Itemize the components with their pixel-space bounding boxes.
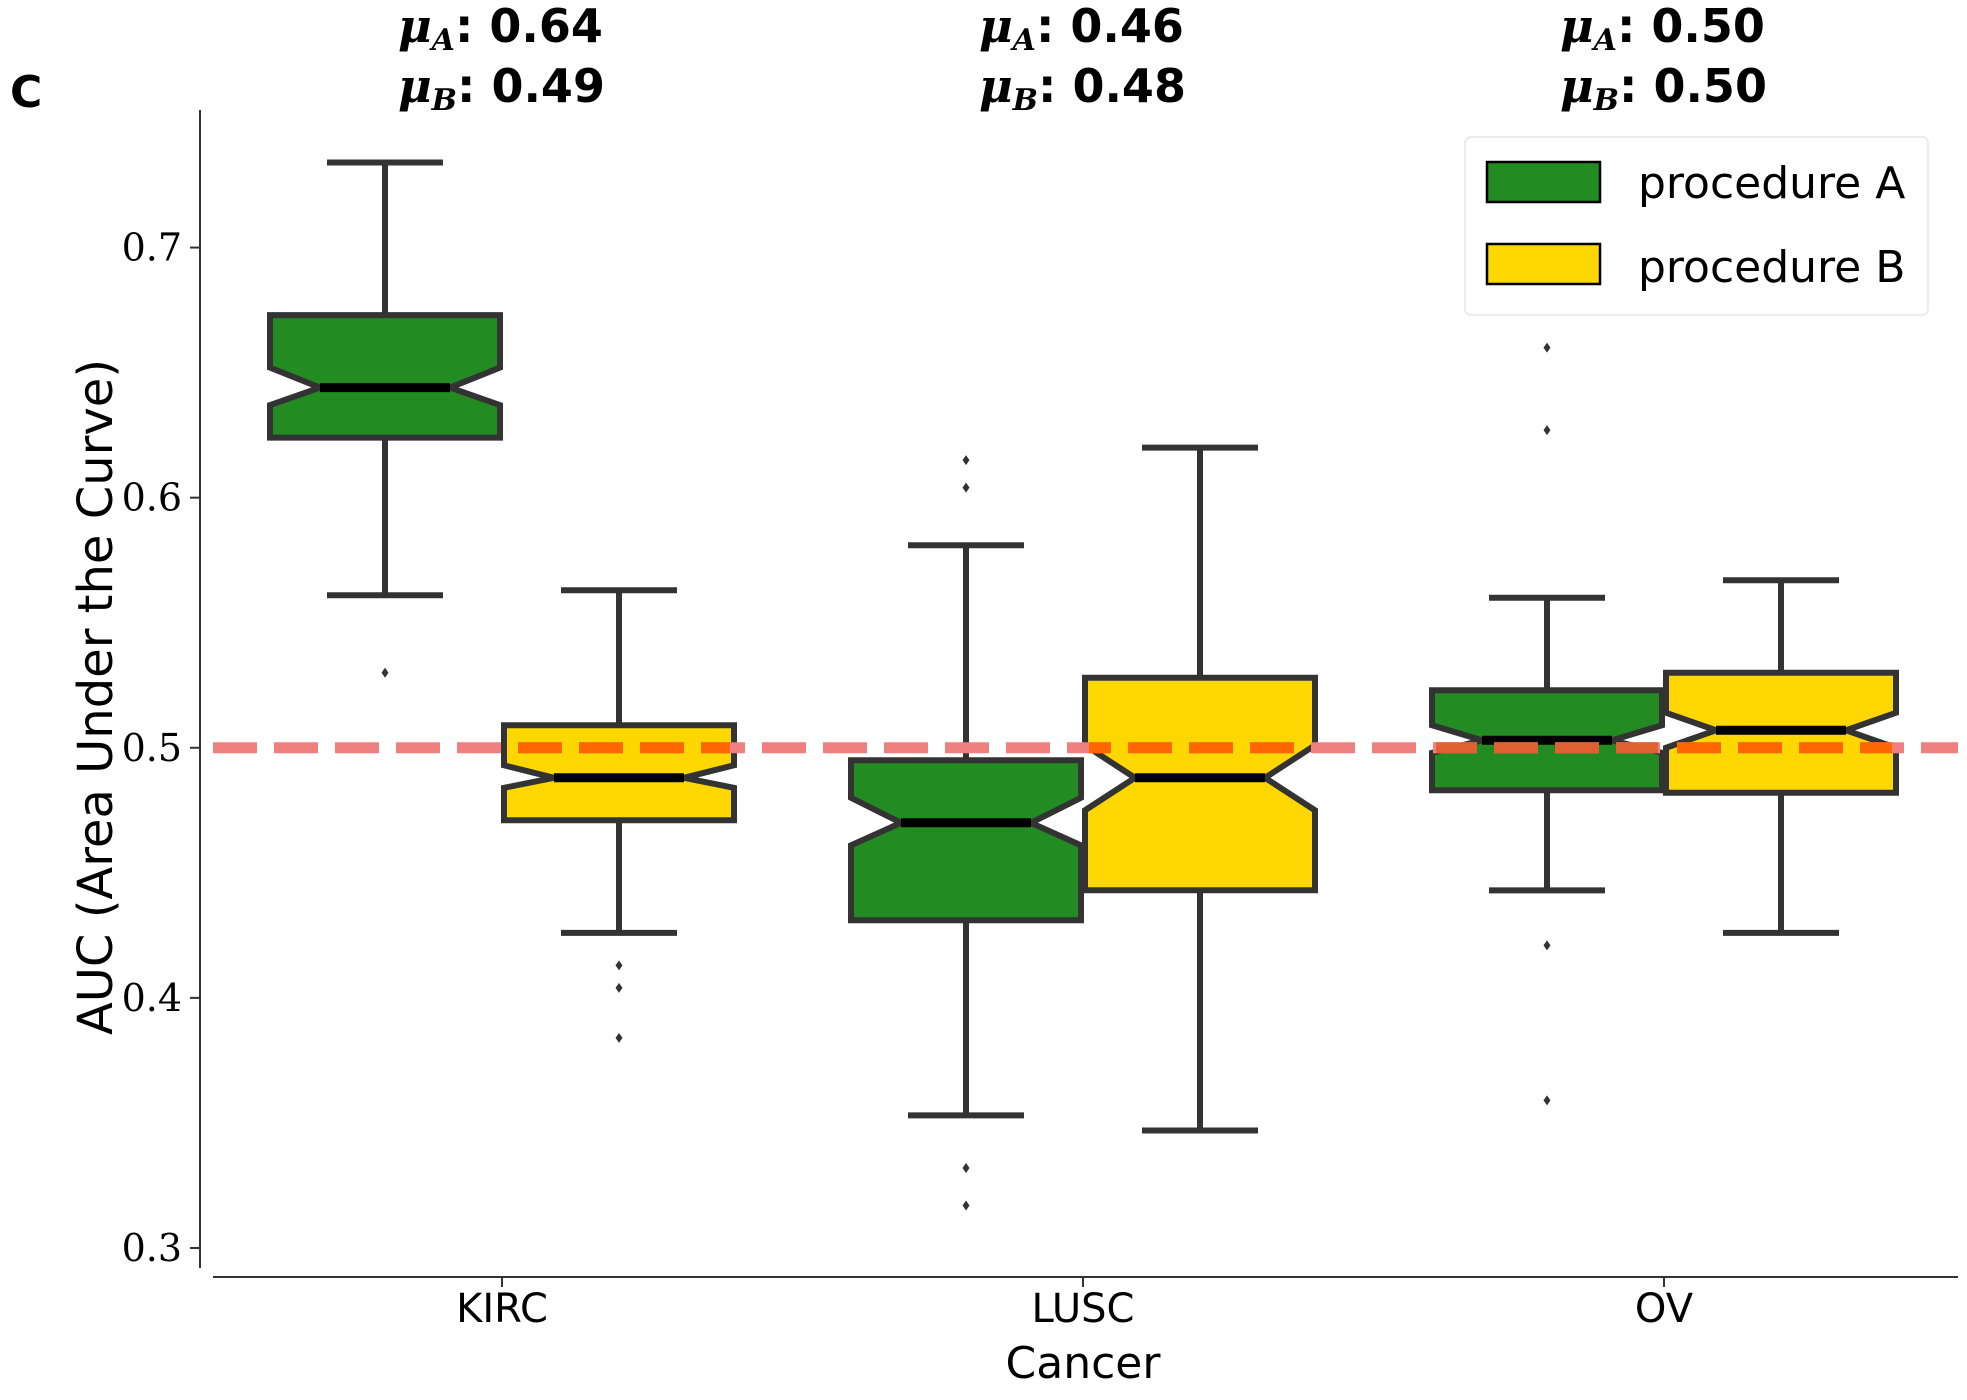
notched-box <box>501 722 737 824</box>
y-tick-label: 0.4 <box>122 976 182 1020</box>
box-series <box>267 159 1899 1211</box>
box-procedure-a-kirc <box>267 159 503 678</box>
legend-swatch-procedure-a <box>1485 160 1602 204</box>
outlier-point <box>962 455 970 466</box>
mean-annotation-ov: μA: 0.50 μB: 0.50 <box>1560 0 1767 118</box>
outlier-point <box>1543 1095 1551 1106</box>
notched-box <box>1082 674 1318 894</box>
x-tick-label-kirc: KIRC <box>456 1286 548 1332</box>
legend-label-procedure-b: procedure B <box>1638 242 1905 293</box>
outlier-point <box>962 1162 970 1173</box>
y-tick-label: 0.7 <box>122 226 182 270</box>
legend-label-procedure-a: procedure A <box>1638 158 1905 209</box>
y-ticks: 0.3 0.4 0.5 0.6 0.7 <box>122 226 200 1270</box>
y-axis-label: AUC (Area Under the Curve) <box>68 359 124 1035</box>
outlier-point <box>962 482 970 493</box>
mean-b-kirc: μB: 0.49 <box>398 59 605 118</box>
mean-b-ov: μB: 0.50 <box>1560 59 1767 118</box>
mean-annotation-kirc: μA: 0.64 μB: 0.49 <box>398 0 605 118</box>
notched-box <box>848 757 1084 924</box>
x-tick-label-ov: OV <box>1635 1286 1694 1332</box>
outlier-point <box>381 667 389 678</box>
outlier-point <box>615 1032 623 1043</box>
notched-box <box>267 312 503 441</box>
y-tick-label: 0.3 <box>122 1226 182 1270</box>
mean-annotation-lusc: μA: 0.46 μB: 0.48 <box>979 0 1186 118</box>
box-procedure-a-lusc <box>848 455 1084 1211</box>
y-tick-label: 0.5 <box>122 726 182 770</box>
panel-label: C <box>10 67 42 118</box>
box-procedure-a-ov <box>1429 342 1665 1106</box>
legend: procedure A procedure B <box>1464 136 1929 316</box>
box-procedure-b-lusc <box>1082 444 1318 1134</box>
outlier-point <box>1543 425 1551 436</box>
mean-a-lusc: μA: 0.46 <box>979 0 1184 58</box>
box-procedure-b-ov <box>1663 577 1899 936</box>
mean-b-lusc: μB: 0.48 <box>979 59 1186 118</box>
outlier-point <box>1543 940 1551 951</box>
legend-swatch-procedure-b <box>1485 242 1602 286</box>
x-axis-label: Cancer <box>1006 1338 1162 1389</box>
outlier-point <box>615 960 623 971</box>
x-tick-label-lusc: LUSC <box>1032 1286 1135 1332</box>
mean-a-kirc: μA: 0.64 <box>398 0 603 58</box>
box-procedure-b-kirc <box>501 587 737 1043</box>
mean-a-ov: μA: 0.50 <box>1560 0 1765 58</box>
outlier-point <box>615 982 623 993</box>
x-ticks: KIRC LUSC OV <box>456 1277 1694 1332</box>
outlier-point <box>962 1200 970 1211</box>
y-tick-label: 0.6 <box>122 476 182 520</box>
outlier-point <box>1543 342 1551 353</box>
